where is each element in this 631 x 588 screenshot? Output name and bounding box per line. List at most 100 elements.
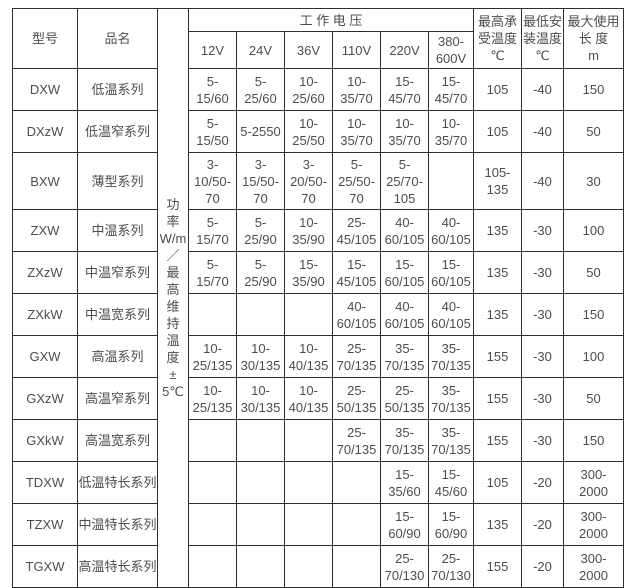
header-voltage-36v: 36V (284, 31, 333, 69)
voltage-380-600v-cell: 35- 70/135 (428, 419, 474, 462)
voltage-36v-cell (284, 503, 333, 546)
header-power-vertical: 功率 W/m ／最高维持温度 ±5℃ (157, 8, 189, 588)
voltage-12v-cell: 10- 25/135 (188, 377, 237, 420)
voltage-220v-cell: 40- 60/105 (380, 209, 429, 252)
max-length-cell: 150 (563, 293, 624, 336)
header-model: 型号 (12, 8, 78, 69)
max-withstand-temp-cell: 155 (473, 545, 522, 588)
voltage-110v-cell: 25- 45/105 (332, 209, 381, 252)
voltage-36v-cell (284, 293, 333, 336)
min-install-temp-cell: -30 (521, 293, 564, 336)
voltage-220v-cell: 15- 60/90 (380, 503, 429, 546)
voltage-110v-cell: 10- 35/70 (332, 110, 381, 153)
model-cell: GXkW (12, 419, 78, 462)
voltage-24v-cell: 10- 30/135 (236, 335, 285, 378)
max-length-cell: 100 (563, 209, 624, 252)
voltage-110v-cell: 25- 70/135 (332, 419, 381, 462)
max-length-cell: 30 (563, 152, 624, 210)
voltage-36v-cell (284, 461, 333, 504)
voltage-12v-cell: 5- 15/70 (188, 251, 237, 294)
voltage-220v-cell: 35- 70/135 (380, 335, 429, 378)
header-working-voltage-group: 工 作 电 压 (188, 8, 474, 32)
max-withstand-temp-cell: 135 (473, 293, 522, 336)
voltage-380-600v-cell: 35- 70/135 (428, 335, 474, 378)
header-max-length: 最大使用 长 度 m (563, 8, 624, 69)
header-voltage-24v: 24V (236, 31, 285, 69)
max-length-cell: 300- 2000 (563, 545, 624, 588)
max-length-cell: 300- 2000 (563, 503, 624, 546)
max-withstand-temp-cell: 105 (473, 68, 522, 111)
voltage-220v-cell: 5- 25/70- 105 (380, 152, 429, 210)
max-withstand-temp-cell: 155 (473, 377, 522, 420)
voltage-36v-cell: 15- 35/90 (284, 251, 333, 294)
voltage-12v-cell (188, 293, 237, 336)
voltage-380-600v-cell: 10- 35/70 (428, 110, 474, 153)
max-length-cell: 300- 2000 (563, 461, 624, 504)
min-install-temp-cell: -30 (521, 377, 564, 420)
table-row: ZXzW 中温窄系列 5- 15/70 5- 25/90 15- 35/90 1… (12, 251, 624, 294)
max-length-cell: 100 (563, 335, 624, 378)
max-withstand-temp-cell: 155 (473, 335, 522, 378)
table-row: DXzW 低温窄系列 5- 15/50 5-2550 10- 25/50 10-… (12, 110, 624, 153)
max-length-cell: 50 (563, 110, 624, 153)
voltage-220v-cell: 15- 60/105 (380, 251, 429, 294)
product-name-cell: 中温特长系列 (77, 503, 158, 546)
max-length-cell: 50 (563, 251, 624, 294)
voltage-220v-cell: 10- 35/70 (380, 110, 429, 153)
max-withstand-temp-cell: 135 (473, 209, 522, 252)
product-name-cell: 低温特长系列 (77, 461, 158, 504)
header-row-top: 型号 品名 功率 W/m ／最高维持温度 ±5℃ 工 作 电 压 最高承 受温度 ℃ … (12, 8, 624, 588)
model-cell: BXW (12, 152, 78, 210)
table-row: GXW 高温系列 10- 25/135 10- 30/135 10- 40/13… (12, 335, 624, 378)
voltage-24v-cell: 10- 30/135 (236, 377, 285, 420)
voltage-110v-cell: 25- 50/135 (332, 377, 381, 420)
voltage-12v-cell: 5- 15/60 (188, 68, 237, 111)
heating-cable-spec-table: 型号 品名 功率 W/m ／最高维持温度 ±5℃ 工 作 电 压 最高承 受温度 ℃ … (12, 8, 624, 588)
power-vertical-text: 功率 W/m ／最高维持温度 ±5℃ (159, 197, 187, 399)
max-withstand-temp-cell: 105 (473, 110, 522, 153)
voltage-110v-cell: 5- 25/50- 70 (332, 152, 381, 210)
voltage-24v-cell (236, 503, 285, 546)
table-row: TGXW 高温特长系列 25- 70/130 25- 70/130 155 -2… (12, 545, 624, 588)
voltage-24v-cell (236, 461, 285, 504)
header-min-install-temp: 最低安 装温度 ℃ (521, 8, 564, 69)
voltage-380-600v-cell: 35- 70/135 (428, 377, 474, 420)
voltage-12v-cell: 5- 15/70 (188, 209, 237, 252)
product-name-cell: 高温宽系列 (77, 419, 158, 462)
model-cell: GXzW (12, 377, 78, 420)
min-install-temp-cell: -20 (521, 503, 564, 546)
model-cell: TDXW (12, 461, 78, 504)
header-voltage-110v: 110V (332, 31, 381, 69)
voltage-12v-cell (188, 461, 237, 504)
model-cell: TGXW (12, 545, 78, 588)
voltage-24v-cell: 5- 25/90 (236, 251, 285, 294)
table-row: ZXkW 中温宽系列 40- 60/105 40- 60/105 40- 60/… (12, 293, 624, 336)
max-length-cell: 150 (563, 68, 624, 111)
model-cell: ZXzW (12, 251, 78, 294)
header-product-name: 品名 (77, 8, 158, 69)
voltage-220v-cell: 25- 50/135 (380, 377, 429, 420)
product-name-cell: 中温宽系列 (77, 293, 158, 336)
product-name-cell: 薄型系列 (77, 152, 158, 210)
product-name-cell: 中温系列 (77, 209, 158, 252)
voltage-220v-cell: 15- 45/70 (380, 68, 429, 111)
voltage-24v-cell (236, 293, 285, 336)
voltage-12v-cell (188, 503, 237, 546)
voltage-36v-cell: 10- 25/50 (284, 110, 333, 153)
voltage-12v-cell: 5- 15/50 (188, 110, 237, 153)
max-withstand-temp-cell: 135 (473, 251, 522, 294)
model-cell: DXzW (12, 110, 78, 153)
min-install-temp-cell: -40 (521, 152, 564, 210)
min-install-temp-cell: -30 (521, 209, 564, 252)
header-voltage-380-600v: 380- 600V (428, 31, 474, 69)
voltage-380-600v-cell: 15- 45/70 (428, 68, 474, 111)
min-install-temp-cell: -20 (521, 545, 564, 588)
min-install-temp-cell: -30 (521, 419, 564, 462)
header-row-voltages: 12V 24V 36V 110V 220V 380- 600V (13, 31, 624, 69)
voltage-380-600v-cell: 15- 60/105 (428, 251, 474, 294)
voltage-110v-cell: 25- 70/135 (332, 335, 381, 378)
header-voltage-12v: 12V (188, 31, 237, 69)
voltage-380-600v-cell: 40- 60/105 (428, 293, 474, 336)
min-install-temp-cell: -30 (521, 335, 564, 378)
voltage-36v-cell (284, 419, 333, 462)
